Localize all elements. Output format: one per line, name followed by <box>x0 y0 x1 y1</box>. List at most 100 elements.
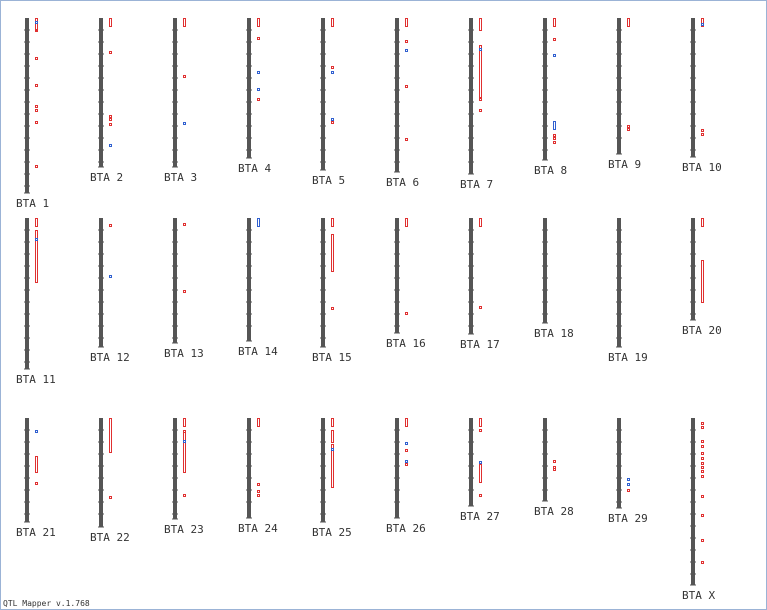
chromosome-label: BTA 20 <box>682 324 722 337</box>
qtl-mark <box>331 71 334 74</box>
qtl-mark <box>405 460 408 463</box>
qtl-mark <box>553 468 556 471</box>
chromosome-label: BTA 12 <box>90 351 130 364</box>
chromosome-label: BTA 1 <box>16 197 49 210</box>
qtl-mark <box>701 514 704 517</box>
chromosome-label: BTA 25 <box>312 526 352 539</box>
chromosome-label: BTA 28 <box>534 505 574 518</box>
qtl-mark <box>701 426 704 429</box>
qtl-mark <box>701 260 704 303</box>
qtl-mark <box>183 494 186 497</box>
qtl-mark <box>257 98 260 101</box>
qtl-mark <box>479 218 482 227</box>
chromosome-label: BTA 24 <box>238 522 278 535</box>
qtl-mark <box>183 223 186 226</box>
qtl-mark <box>479 98 482 101</box>
qtl-mark <box>183 440 186 443</box>
qtl-mark <box>405 18 408 27</box>
qtl-mark <box>553 134 556 137</box>
qtl-mark <box>479 494 482 497</box>
qtl-mark <box>479 461 482 464</box>
qtl-mark <box>35 84 38 87</box>
qtl-mark <box>183 18 186 27</box>
qtl-mark <box>109 51 112 54</box>
qtl-mark <box>627 18 630 27</box>
chromosome-label: BTA 4 <box>238 162 271 175</box>
chromosome-label: BTA 3 <box>164 171 197 184</box>
chromosome-label: BTA 14 <box>238 345 278 358</box>
qtl-mark <box>701 475 704 478</box>
qtl-mark <box>183 418 186 427</box>
qtl-mark <box>701 133 704 136</box>
qtl-mark <box>553 18 556 27</box>
qtl-mark <box>183 75 186 78</box>
qtl-mark <box>35 57 38 60</box>
qtl-mark <box>257 37 260 40</box>
qtl-mark <box>405 442 408 445</box>
qtl-mark <box>701 18 704 27</box>
chromosome-label: BTA X <box>682 589 715 602</box>
qtl-mark <box>627 128 630 131</box>
qtl-mark <box>109 115 112 118</box>
chromosome-label: BTA 10 <box>682 161 722 174</box>
qtl-mark <box>331 234 334 272</box>
qtl-mark <box>109 144 112 147</box>
qtl-mark <box>331 418 334 427</box>
qtl-mark <box>331 66 334 69</box>
qtl-mark <box>701 462 704 465</box>
qtl-mark <box>479 418 482 427</box>
qtl-mark <box>257 18 260 27</box>
qtl-mark <box>479 45 482 98</box>
qtl-mark <box>257 71 260 74</box>
qtl-mark <box>701 495 704 498</box>
qtl-mark <box>109 224 112 227</box>
chromosome-label: BTA 9 <box>608 158 641 171</box>
qtl-mark <box>257 483 260 486</box>
qtl-mark <box>35 482 38 485</box>
qtl-mark <box>701 422 704 425</box>
qtl-mark <box>35 165 38 168</box>
qtl-mark <box>701 561 704 564</box>
qtl-mark <box>405 40 408 43</box>
qtl-mark <box>627 478 630 481</box>
qtl-mark <box>35 18 38 31</box>
qtl-mark <box>35 456 38 473</box>
qtl-mark <box>109 496 112 499</box>
chromosome-label: BTA 22 <box>90 531 130 544</box>
qtl-mark <box>257 88 260 91</box>
qtl-mark <box>479 18 482 31</box>
qtl-mark <box>701 445 704 448</box>
qtl-mark <box>331 218 334 227</box>
qtl-mark <box>331 18 334 27</box>
chromosome-label: BTA 26 <box>386 522 426 535</box>
qtl-mark <box>257 418 260 427</box>
qtl-mark <box>479 306 482 309</box>
chromosome-label: BTA 6 <box>386 176 419 189</box>
qtl-mark <box>109 123 112 126</box>
qtl-mark <box>405 449 408 452</box>
qtl-mark <box>35 21 38 24</box>
qtl-mark <box>35 29 38 32</box>
qtl-mark <box>331 118 334 121</box>
chromosome-label: BTA 16 <box>386 337 426 350</box>
qtl-mark <box>701 440 704 443</box>
qtl-mark <box>109 18 112 27</box>
qtl-mark <box>35 238 38 241</box>
chromosome-label: BTA 11 <box>16 373 56 386</box>
qtl-mark <box>405 138 408 141</box>
qtl-mark <box>479 429 482 432</box>
qtl-mark <box>35 230 38 283</box>
qtl-mark <box>109 275 112 278</box>
qtl-mark <box>405 218 408 227</box>
qtl-mark <box>553 54 556 57</box>
qtl-mark <box>553 141 556 144</box>
qtl-mark <box>627 125 630 128</box>
chromosome-label: BTA 15 <box>312 351 352 364</box>
qtl-mark <box>701 466 704 469</box>
qtl-mark <box>405 463 408 466</box>
qtl-mark <box>35 105 38 108</box>
qtl-mark <box>553 121 556 130</box>
chromosome-label: BTA 21 <box>16 526 56 539</box>
qtl-mark <box>701 457 704 460</box>
qtl-mark <box>35 218 38 227</box>
